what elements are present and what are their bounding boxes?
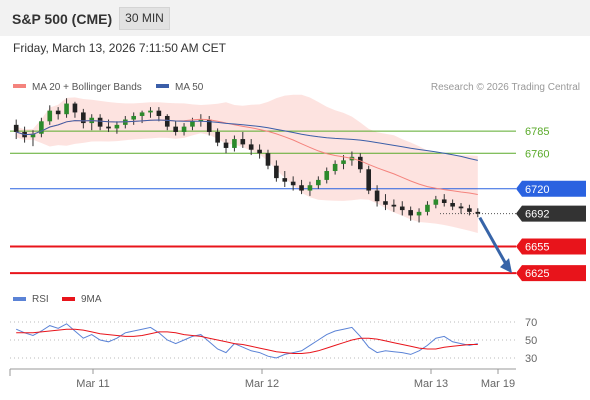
rsi-tick-label-50: 50 [525, 335, 537, 347]
level-label-6655: 6655 [525, 241, 549, 253]
research-credit: Research © 2026 Trading Central [431, 82, 580, 93]
candle-body [374, 190, 380, 202]
candle-body [131, 115, 137, 120]
candle-body [13, 124, 19, 132]
current-price-label: 6692 [525, 209, 549, 221]
candle-body [450, 202, 455, 207]
candle-body [467, 208, 472, 212]
candle-body [332, 163, 338, 172]
bollinger-band [16, 94, 478, 233]
header-bar: S&P 500 (CME) 30 MIN [0, 0, 590, 36]
level-label-6785: 6785 [525, 126, 549, 138]
legend-rsi-label: RSI [32, 294, 49, 305]
rsi-line [16, 323, 478, 359]
candle-body [274, 165, 279, 179]
candle-body [173, 126, 178, 132]
candle-body [341, 160, 346, 164]
candle-body [232, 139, 237, 148]
rsi-9ma-line [16, 328, 478, 354]
candle-body [357, 156, 363, 170]
candle-body [248, 144, 254, 150]
candle-body [441, 199, 447, 203]
candle-body [316, 179, 321, 186]
candle-body [223, 142, 229, 148]
rsi-tick-label-30: 30 [525, 353, 537, 365]
legend-9ma-label: 9MA [81, 294, 102, 305]
projection-arrow-head [500, 258, 512, 274]
candle-body [47, 110, 53, 122]
candle-body [215, 131, 220, 143]
candle-body [206, 119, 212, 132]
candle-body [81, 112, 86, 124]
level-label-6760: 6760 [525, 148, 549, 160]
chart-datetime: Friday, March 13, 2026 7:11:50 AM CET [13, 41, 226, 55]
candle-body [433, 199, 439, 205]
candle-body [30, 133, 36, 138]
candle-body [458, 206, 464, 209]
instrument-title: S&P 500 (CME) [12, 11, 113, 27]
candle-body [106, 126, 111, 129]
level-tag-6720 [516, 180, 586, 197]
candle-body [366, 169, 372, 191]
level-label-6720: 6720 [525, 184, 549, 196]
rsi-tick-label-70: 70 [525, 317, 537, 329]
x-tick-label-mar-19: Mar 19 [481, 378, 515, 390]
x-axis: Mar 11 Mar 12 Mar 13 Mar 19 [76, 369, 515, 390]
price-panel: 6785 6760 6720 6655 6625 6692 [10, 94, 586, 282]
candle-body [139, 112, 145, 116]
rsi-panel: 70 50 30 [10, 317, 537, 365]
candle-body [265, 153, 271, 166]
candle-body [114, 124, 120, 129]
x-tick-label-mar-13: Mar 13 [414, 378, 448, 390]
candle-body [282, 178, 288, 182]
legend-swatch-rsi [13, 297, 26, 301]
projection-arrow-shaft [478, 216, 508, 265]
candle-body [307, 185, 313, 191]
candle-body [164, 115, 170, 127]
candle-body [97, 117, 103, 127]
candle-body [55, 110, 61, 115]
level-tag-6625 [516, 265, 586, 282]
candle-body [72, 103, 78, 113]
ma50-line [16, 119, 478, 161]
legend-swatch-ma20 [13, 84, 26, 88]
candle-body [39, 121, 44, 134]
candle-body [181, 126, 187, 132]
candle-body [416, 211, 422, 216]
candle-body [148, 110, 153, 113]
candle-body [475, 211, 481, 214]
level-label-6625: 6625 [525, 268, 549, 280]
candle-body [425, 204, 430, 212]
candle-body [257, 149, 262, 154]
x-tick-label-mar-11: Mar 11 [76, 378, 109, 390]
candle-body [290, 181, 296, 186]
x-tick-label-mar-12: Mar 12 [245, 378, 279, 390]
candle-body [299, 185, 304, 191]
candle-body [399, 206, 405, 211]
legend-ma50-label: MA 50 [175, 82, 204, 93]
candle-body [156, 110, 162, 116]
timeframe-button[interactable]: 30 MIN [119, 7, 170, 30]
legend-swatch-9ma [62, 297, 75, 301]
candle-body [391, 204, 397, 207]
candle-body [240, 139, 246, 145]
candle-body [198, 119, 204, 122]
current-price-tag [516, 205, 586, 222]
candle-body [190, 121, 195, 127]
level-tag-6655 [516, 238, 586, 255]
candle-body [64, 103, 69, 115]
legend-swatch-ma50 [156, 84, 169, 88]
legend-ma20-label: MA 20 + Bollinger Bands [32, 82, 142, 93]
candle-body [324, 171, 330, 180]
candle-body [408, 210, 413, 216]
candle-body [383, 201, 388, 205]
